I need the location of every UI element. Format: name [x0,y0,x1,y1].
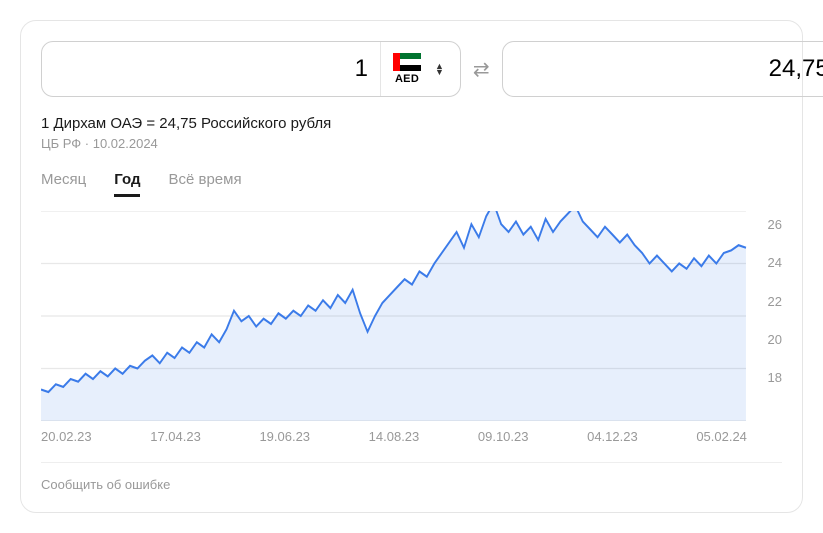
from-amount-input[interactable] [58,55,380,83]
y-tick-label: 26 [768,217,782,232]
y-tick-label: 20 [768,332,782,347]
period-tabs: Месяц Год Всё время [41,171,782,197]
currency-from-box: AED ▲▼ [41,41,461,97]
report-error-link[interactable]: Сообщить об ошибке [41,477,782,492]
tab-period[interactable]: Год [114,171,140,197]
uae-flag-icon [393,53,421,71]
dropdown-caret-icon: ▲▼ [435,63,444,75]
currency-to-box: RUB ▲▼ [502,41,823,97]
rate-chart: 26 24 22 20 18 [41,211,782,421]
tab-period[interactable]: Всё время [168,171,241,197]
converter-card: AED ▲▼ ⇄ RUB ▲▼ 1 Дирхам ОАЭ = [20,20,803,513]
x-tick-label: 14.08.23 [369,429,420,444]
x-tick-label: 17.04.23 [150,429,201,444]
chart-y-axis: 26 24 22 20 18 [768,211,782,391]
exchange-rate-text: 1 Дирхам ОАЭ = 24,75 Российского рубля [41,115,782,132]
y-tick-label: 22 [768,294,782,309]
rate-source-text: ЦБ РФ · 10.02.2024 [41,136,782,151]
converter-row: AED ▲▼ ⇄ RUB ▲▼ [41,41,782,97]
x-tick-label: 09.10.23 [478,429,529,444]
x-tick-label: 19.06.23 [259,429,310,444]
y-tick-label: 24 [768,255,782,270]
divider [41,462,782,463]
chart-x-axis: 20.02.23 17.04.23 19.06.23 14.08.23 09.10.23… [41,429,782,444]
from-currency-code: AED [395,73,419,85]
x-tick-label: 04.12.23 [587,429,638,444]
x-tick-label: 20.02.23 [41,429,92,444]
y-tick-label: 18 [768,370,782,385]
from-currency-selector[interactable]: AED ▲▼ [380,42,444,96]
to-amount-input[interactable] [519,55,823,83]
tab-period[interactable]: Месяц [41,171,86,197]
swap-icon[interactable]: ⇄ [473,57,490,82]
x-tick-label: 05.02.24 [696,429,747,444]
